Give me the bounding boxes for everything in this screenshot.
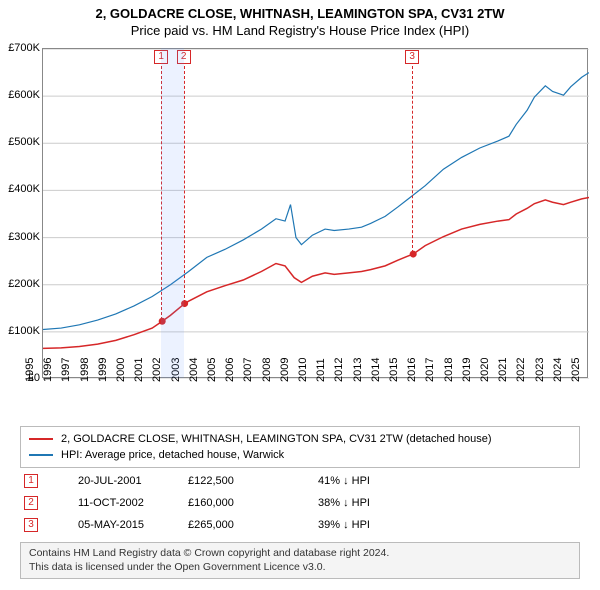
sale-delta: 38% ↓ HPI	[318, 497, 438, 509]
x-tick-label: 1996	[42, 358, 54, 382]
x-tick-label: 1997	[60, 358, 72, 382]
x-tick-label: 2000	[115, 358, 127, 382]
x-tick-label: 2009	[279, 358, 291, 382]
table-row: 2 11-OCT-2002 £160,000 38% ↓ HPI	[20, 492, 580, 514]
x-tick-label: 2013	[352, 358, 364, 382]
x-tick-label: 2019	[461, 358, 473, 382]
sales-table: 1 20-JUL-2001 £122,500 41% ↓ HPI 2 11-OC…	[20, 470, 580, 536]
chart-svg	[43, 49, 589, 379]
x-tick-label: 2016	[406, 358, 418, 382]
x-tick-label: 2011	[315, 358, 327, 382]
x-tick-label: 2001	[133, 358, 145, 382]
x-tick-label: 2015	[388, 358, 400, 382]
legend-label-property: 2, GOLDACRE CLOSE, WHITNASH, LEAMINGTON …	[61, 433, 492, 445]
sale-marker-2: 2	[24, 496, 38, 510]
x-tick-label: 2017	[424, 358, 436, 382]
sale-price: £122,500	[188, 475, 318, 487]
x-tick-label: 2012	[333, 358, 345, 382]
x-tick-label: 1999	[97, 358, 109, 382]
x-tick-label: 2014	[370, 358, 382, 382]
x-tick-label: 2008	[261, 358, 273, 382]
x-tick-label: 2021	[497, 358, 509, 382]
chart-subtitle: Price paid vs. HM Land Registry's House …	[0, 21, 600, 42]
chart-title: 2, GOLDACRE CLOSE, WHITNASH, LEAMINGTON …	[0, 0, 600, 21]
x-tick-label: 2010	[297, 358, 309, 382]
chart-container: 2, GOLDACRE CLOSE, WHITNASH, LEAMINGTON …	[0, 0, 600, 590]
x-tick-label: 2005	[206, 358, 218, 382]
sale-date: 05-MAY-2015	[38, 519, 188, 531]
footer-line-1: Contains HM Land Registry data © Crown c…	[29, 547, 571, 561]
legend-swatch-hpi	[29, 454, 53, 456]
plot-area	[42, 48, 588, 378]
footer-line-2: This data is licensed under the Open Gov…	[29, 561, 571, 575]
sale-price: £160,000	[188, 497, 318, 509]
x-tick-label: 2025	[570, 358, 582, 382]
legend: 2, GOLDACRE CLOSE, WHITNASH, LEAMINGTON …	[20, 426, 580, 468]
x-tick-label: 2022	[515, 358, 527, 382]
table-row: 3 05-MAY-2015 £265,000 39% ↓ HPI	[20, 514, 580, 536]
legend-row-hpi: HPI: Average price, detached house, Warw…	[29, 447, 571, 463]
x-tick-label: 2018	[443, 358, 455, 382]
table-row: 1 20-JUL-2001 £122,500 41% ↓ HPI	[20, 470, 580, 492]
sale-price: £265,000	[188, 519, 318, 531]
y-tick-label: £100K	[0, 325, 40, 337]
sale-marker-3: 3	[24, 518, 38, 532]
legend-label-hpi: HPI: Average price, detached house, Warw…	[61, 449, 284, 461]
sale-marker-1: 1	[24, 474, 38, 488]
x-tick-label: 2024	[552, 358, 564, 382]
sale-marker-box-3: 3	[405, 50, 419, 64]
legend-row-property: 2, GOLDACRE CLOSE, WHITNASH, LEAMINGTON …	[29, 431, 571, 447]
sale-date: 11-OCT-2002	[38, 497, 188, 509]
y-tick-label: £600K	[0, 89, 40, 101]
y-tick-label: £500K	[0, 136, 40, 148]
footer: Contains HM Land Registry data © Crown c…	[20, 542, 580, 579]
x-tick-label: 2006	[224, 358, 236, 382]
x-tick-label: 2004	[188, 358, 200, 382]
x-tick-label: 1998	[79, 358, 91, 382]
y-tick-label: £400K	[0, 183, 40, 195]
x-tick-label: 2007	[242, 358, 254, 382]
x-tick-label: 2020	[479, 358, 491, 382]
y-tick-label: £300K	[0, 231, 40, 243]
y-tick-label: £700K	[0, 42, 40, 54]
legend-swatch-property	[29, 438, 53, 440]
x-tick-label: 1995	[24, 358, 36, 382]
sale-delta: 41% ↓ HPI	[318, 475, 438, 487]
sale-date: 20-JUL-2001	[38, 475, 188, 487]
sale-delta: 39% ↓ HPI	[318, 519, 438, 531]
x-tick-label: 2023	[534, 358, 546, 382]
y-tick-label: £200K	[0, 278, 40, 290]
